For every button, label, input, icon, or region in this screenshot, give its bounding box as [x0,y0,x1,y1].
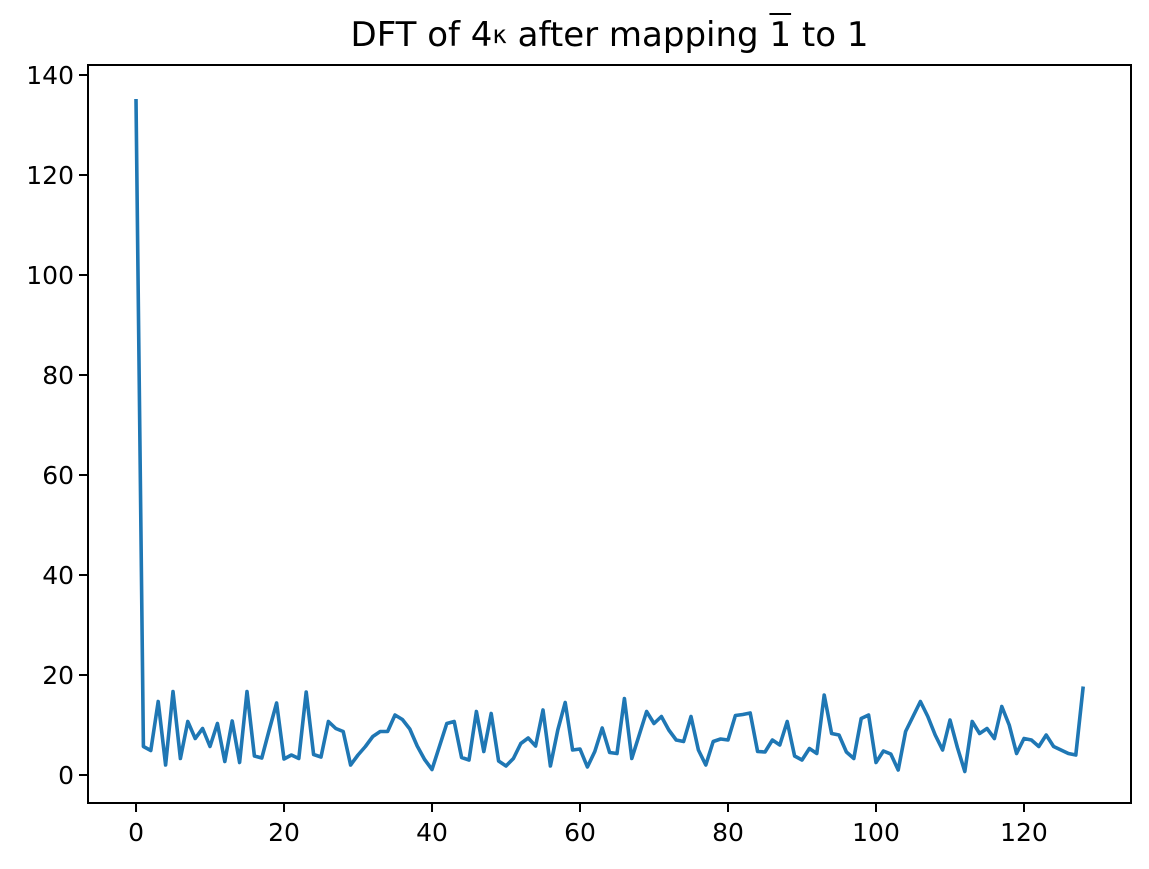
x-axis-tick-label: 40 [416,818,448,847]
x-axis-tick-label: 20 [268,818,300,847]
y-axis-tick-label: 60 [42,461,74,490]
plot-border [87,64,1132,804]
x-axis-tick-label: 60 [564,818,596,847]
y-axis-tick-label: 80 [42,361,74,390]
title-prefix: DFT of 4 [350,15,493,55]
x-axis-tick-label: 80 [712,818,744,847]
y-axis-tick-label: 100 [26,261,74,290]
y-axis-tick-label: 140 [26,61,74,90]
y-axis-tick-label: 40 [42,561,74,590]
title-one-bar: 1 [769,15,792,55]
title-suffix: to 1 [791,15,869,55]
dft-line [134,98,1085,774]
title-middle: after mapping [506,15,770,55]
y-axis-tick-label: 120 [26,161,74,190]
x-axis-tick-label: 0 [128,818,144,847]
x-axis-tick-label: 120 [1000,818,1048,847]
y-axis-tick-label: 0 [58,761,74,790]
y-axis-tick-label: 20 [42,661,74,690]
x-axis-tick-label: 100 [852,818,900,847]
